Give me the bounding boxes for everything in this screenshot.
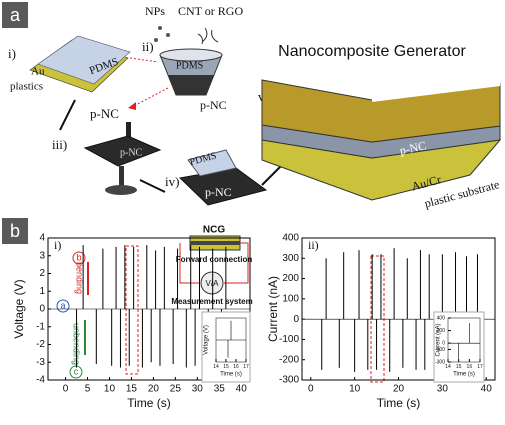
- x-tick-label: 30: [437, 384, 449, 395]
- text: Forward connection: [176, 255, 253, 264]
- y-tick-label: -3: [36, 357, 45, 368]
- y-tick-label: 0: [442, 340, 445, 346]
- x-tick-label: 20: [148, 384, 160, 395]
- title: Nanocomposite Generator: [278, 43, 466, 60]
- x-tick-label: 17: [477, 364, 483, 370]
- nozzle: [126, 122, 131, 138]
- y-tick-label: -4: [36, 375, 45, 386]
- ncg-core: [190, 241, 240, 245]
- x-tick-label: 25: [170, 384, 182, 395]
- x-tick-label: 40: [236, 384, 248, 395]
- y-tick-label: -300: [279, 375, 299, 386]
- y-tick-label: 100: [282, 293, 299, 304]
- x-tick-label: 15: [126, 384, 138, 395]
- y-tick-label: 400: [437, 315, 446, 321]
- x-tick-label: 0: [308, 384, 314, 395]
- x-tick-label: 0: [63, 384, 69, 395]
- x-tick-label: 40: [481, 384, 493, 395]
- text: p-NC: [90, 106, 119, 121]
- step-label: iii): [52, 137, 67, 152]
- text: plastics: [10, 81, 43, 93]
- x-axis-label: Time (s): [453, 372, 475, 378]
- text: c: [74, 366, 79, 376]
- text: p-NC: [200, 98, 227, 112]
- spinner: [119, 166, 124, 188]
- y-tick-label: 2: [39, 268, 45, 279]
- y-tick-label: -200: [279, 354, 299, 365]
- panel-label: b: [10, 221, 20, 241]
- x-tick-label: 14: [213, 364, 219, 370]
- y-tick-label: 1: [39, 286, 45, 297]
- x-tick-label: 5: [85, 384, 91, 395]
- text: NPs: [145, 4, 165, 18]
- y-tick-label: -300: [435, 359, 445, 365]
- y-axis-label: Current (nA): [436, 323, 442, 356]
- x-tick-label: 10: [349, 384, 361, 395]
- text: Au: [31, 66, 45, 78]
- cup-rim: [160, 49, 222, 61]
- panel-label: a: [10, 5, 21, 25]
- y-tick-label: -2: [36, 339, 45, 350]
- x-axis-label: Time (s): [220, 372, 242, 378]
- x-tick-label: 16: [467, 364, 473, 370]
- text: b: [76, 252, 81, 262]
- x-axis-label: Time (s): [377, 396, 421, 410]
- x-tick-label: 15: [223, 364, 229, 370]
- cup-fill: [168, 75, 214, 95]
- particle: [158, 26, 162, 30]
- y-axis-label: Voltage (V): [12, 279, 26, 338]
- text: p-NC: [205, 185, 232, 199]
- y-axis-label: Current (nA): [266, 276, 280, 342]
- x-tick-label: 30: [192, 384, 204, 395]
- y-tick-label: 400: [282, 233, 299, 244]
- particle: [154, 38, 158, 42]
- y-tick-label: -100: [279, 334, 299, 345]
- y-tick-label: 300: [282, 253, 299, 264]
- text: Measurement system: [171, 297, 252, 306]
- figure: a i) Au plastics PDMS NPs CNT or RGO ii)…: [0, 0, 505, 425]
- y-tick-label: 0: [39, 304, 45, 315]
- spinner-base: [105, 185, 137, 195]
- x-tick-label: 35: [214, 384, 226, 395]
- step-label: ii): [142, 39, 154, 54]
- x-tick-label: 20: [393, 384, 405, 395]
- text: NCG: [203, 225, 225, 236]
- x-tick-label: 10: [104, 384, 116, 395]
- panel-step: i): [54, 238, 61, 252]
- y-axis-label: Voltage (V): [204, 325, 210, 355]
- x-tick-label: 17: [243, 364, 249, 370]
- x-tick-label: 16: [233, 364, 239, 370]
- y-tick-label: 4: [39, 233, 45, 244]
- x-axis-label: Time (s): [127, 396, 171, 410]
- y-tick-label: 0: [293, 314, 299, 325]
- text: CNT or RGO: [178, 4, 243, 18]
- x-tick-label: 15: [456, 364, 462, 370]
- y-tick-label: 200: [282, 273, 299, 284]
- text: PDMS: [176, 60, 203, 71]
- x-tick-label: 14: [445, 364, 451, 370]
- text: p-NC: [120, 147, 143, 158]
- step-label: i): [8, 46, 16, 61]
- y-tick-label: -1: [36, 321, 45, 332]
- particle: [166, 33, 170, 37]
- panel-step: ii): [308, 238, 319, 252]
- y-tick-label: 3: [39, 250, 45, 261]
- step-label: iv): [165, 174, 179, 189]
